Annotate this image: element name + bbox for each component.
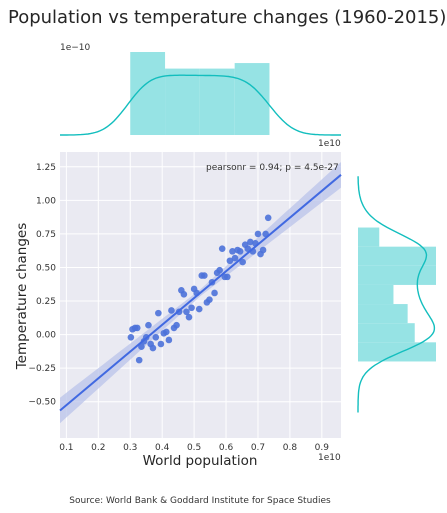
scatter-point (239, 258, 246, 266)
scatter-point (264, 214, 272, 222)
right-histogram-bar (358, 284, 394, 305)
top-marginal-plot: 1e−10 1e10 (60, 43, 341, 149)
x-tick-label: 0.2 (91, 443, 105, 453)
scatter-point (206, 296, 213, 303)
regression-line (59, 174, 342, 412)
scatter-point (201, 272, 208, 279)
x-tick-label: 0.1 (59, 443, 73, 453)
scatter-point (236, 248, 244, 255)
right-marginal-plot (357, 176, 436, 413)
scatter-point (152, 333, 160, 341)
scatter-point (216, 266, 223, 274)
y-tick-label: 1.00 (36, 196, 56, 206)
x-tick-label: 0.9 (315, 443, 330, 453)
y-tick-label: −0.25 (28, 364, 56, 374)
y-tick-label: 0.25 (36, 297, 56, 307)
y-tick-label: 1.25 (36, 163, 56, 173)
x-tick-label: 0.5 (187, 443, 201, 453)
scatter-point (195, 305, 203, 313)
grid-lines (60, 152, 341, 438)
y-tick-labels: −0.50 −0.25 0.00 0.25 0.50 0.75 1.00 1.25 (28, 163, 56, 408)
x-tick-label: 0.3 (123, 443, 137, 453)
scatter-point (138, 343, 145, 350)
scatter-point (183, 308, 190, 316)
scatter-point (188, 304, 195, 312)
x-tick-labels: 0.1 0.2 0.3 0.4 0.5 0.6 0.7 0.8 0.9 (59, 443, 329, 453)
scatter-point (244, 245, 252, 252)
scatter-point (224, 273, 231, 281)
scatter-point (185, 313, 193, 321)
scatter-point (211, 289, 218, 297)
scatter-point (165, 336, 173, 344)
scatter-point (127, 333, 135, 341)
y-tick-label: 0.50 (36, 263, 56, 273)
top-histogram-bar (199, 68, 235, 135)
right-histogram-bar (358, 227, 380, 247)
x-axis-scale-label: 1e10 (318, 453, 341, 463)
scatter-point (231, 254, 239, 262)
right-histogram-bar (358, 342, 436, 362)
scatter-point (259, 246, 267, 254)
regression-line-group (59, 174, 342, 412)
scatter-point (135, 356, 143, 364)
right-histogram-bar (358, 265, 436, 285)
source-note: Source: World Bank & Goddard Institute f… (69, 496, 331, 506)
x-tick-label: 0.6 (219, 443, 234, 453)
y-tick-label: 0.00 (36, 331, 56, 341)
x-tick-label: 0.8 (283, 443, 298, 453)
scatter-point (247, 238, 254, 246)
y-axis-label: Temperature changes (14, 223, 30, 371)
scatter-point (149, 344, 157, 352)
right-histogram-bar (358, 304, 408, 324)
top-marginal-right-scale-label: 1e10 (318, 139, 341, 149)
scatter-point (254, 230, 262, 238)
scatter-point (218, 245, 226, 252)
pearson-annotation: pearsonr = 0.94; p = 4.5e-27 (206, 163, 339, 173)
top-kde-curve (60, 74, 341, 136)
y-tick-label: 0.75 (36, 230, 56, 240)
scatter-point (180, 291, 188, 298)
scatter-point (157, 340, 165, 348)
scatter-point (226, 257, 234, 265)
right-histogram-bar (358, 246, 436, 266)
right-histogram-bar (358, 323, 415, 343)
top-histogram-bar (165, 68, 200, 135)
y-tick-label: −0.50 (28, 398, 56, 408)
x-tick-label: 0.7 (251, 443, 265, 453)
scatter-point (229, 248, 236, 255)
scatter-point (133, 324, 141, 332)
scatter-point (173, 321, 180, 329)
right-kde-curve (357, 176, 436, 413)
top-marginal-scale-label: 1e−10 (60, 43, 91, 53)
x-tick-label: 0.4 (155, 443, 170, 453)
scatter-point (155, 309, 162, 317)
scatter-point (168, 307, 175, 314)
scatter-point (145, 321, 152, 329)
scatter-point (163, 328, 170, 336)
x-axis-label: World population (143, 453, 258, 469)
chart-title: Population vs temperature changes (1960-… (8, 7, 446, 28)
